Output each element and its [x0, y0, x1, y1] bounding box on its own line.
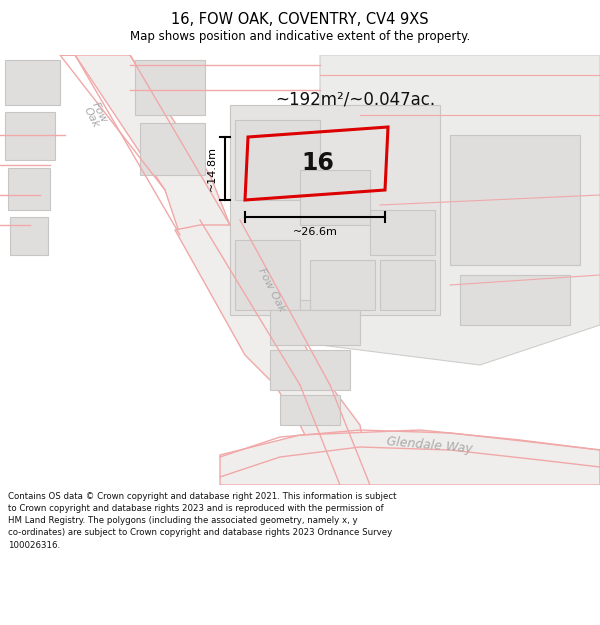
Text: 16: 16	[302, 151, 334, 175]
Bar	[5, 60, 60, 105]
Text: Map shows position and indicative extent of the property.: Map shows position and indicative extent…	[130, 30, 470, 43]
Text: Fow
Oak: Fow Oak	[82, 101, 109, 129]
Bar	[235, 120, 320, 200]
Text: ~14.8m: ~14.8m	[207, 146, 217, 191]
Polygon shape	[60, 55, 230, 235]
Bar	[310, 260, 375, 310]
Text: 16, FOW OAK, COVENTRY, CV4 9XS: 16, FOW OAK, COVENTRY, CV4 9XS	[171, 12, 429, 27]
Bar	[300, 170, 370, 225]
Bar	[135, 60, 205, 115]
Bar	[140, 123, 205, 175]
Text: ~26.6m: ~26.6m	[293, 227, 337, 237]
Polygon shape	[320, 55, 600, 365]
Bar	[270, 310, 360, 345]
Bar	[270, 350, 350, 390]
Bar	[380, 260, 435, 310]
Bar	[280, 395, 340, 425]
Text: ~192m²/~0.047ac.: ~192m²/~0.047ac.	[275, 91, 435, 109]
Text: Glendale Way: Glendale Way	[386, 435, 473, 455]
Bar	[450, 135, 580, 265]
Text: Contains OS data © Crown copyright and database right 2021. This information is : Contains OS data © Crown copyright and d…	[8, 492, 397, 549]
Bar	[10, 217, 48, 255]
Bar	[370, 210, 435, 255]
Bar	[5, 112, 55, 160]
Polygon shape	[175, 225, 370, 485]
Bar	[460, 275, 570, 325]
Bar	[8, 168, 50, 210]
Text: Fow Oak: Fow Oak	[257, 266, 287, 314]
Polygon shape	[220, 430, 600, 485]
Bar	[300, 300, 310, 310]
Bar	[235, 240, 300, 310]
Bar	[230, 105, 440, 315]
